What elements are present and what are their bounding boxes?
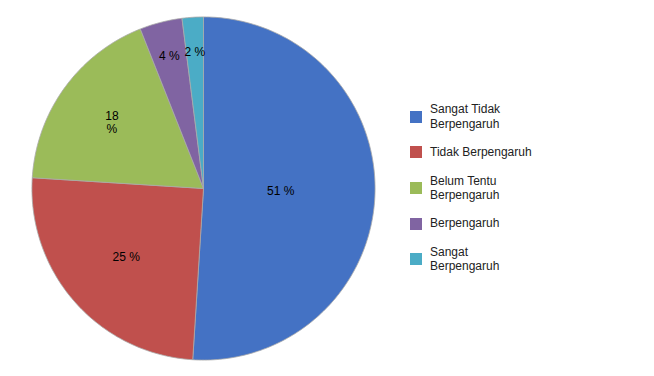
svg-text:51 %: 51 % [267, 184, 295, 198]
html-text:Berpengaruh: Berpengaruh [430, 216, 500, 231]
svg-text:18%: 18% [105, 109, 119, 136]
svg-text:2 %: 2 % [185, 45, 206, 59]
html-text:Belum Tentu Berpengaruh: Belum Tentu Berpengaruh [430, 173, 500, 202]
html-text:Sangat Tidak Berpengaruh: Sangat Tidak Berpengaruh [430, 102, 501, 131]
svg-text:25 %: 25 % [113, 250, 141, 264]
html-text:Tidak Berpengaruh: Tidak Berpengaruh [430, 145, 532, 160]
html-text:Sangat Berpengaruh: Sangat Berpengaruh [430, 244, 500, 274]
svg-text:4 %: 4 % [159, 49, 180, 63]
